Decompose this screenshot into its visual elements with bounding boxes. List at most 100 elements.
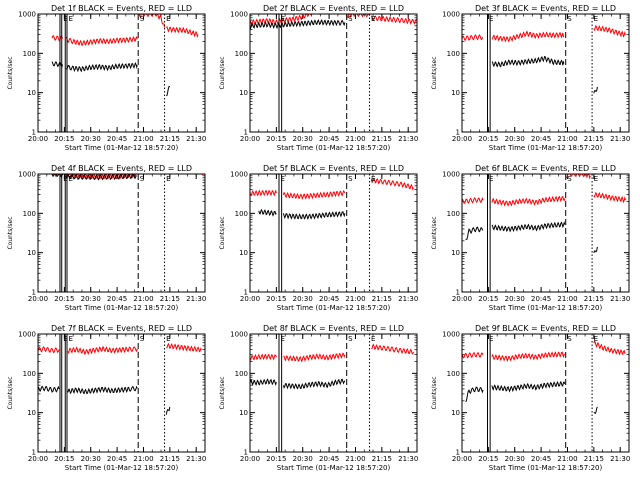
y-tick-label: 1 [32,129,36,137]
x-tick-label: 20:30 [505,455,525,463]
series-lld-line [370,15,417,25]
x-tick-label: 21:30 [610,455,630,463]
x-tick-label: 20:15 [266,135,286,143]
chart-panel-8: Det 8f BLACK = Events, RED = LLD Counts/s… [219,324,418,472]
series-lld-line [462,196,484,204]
chart-title: Det 8f BLACK = Events, RED = LLD [263,324,404,333]
x-tick-label: 20:00 [240,455,260,463]
y-tick-label: 100 [447,370,460,378]
x-tick-label: 20:30 [505,135,525,143]
x-tick-label: 21:30 [398,135,418,143]
series-lld-line [593,340,626,356]
series-lld-line [138,14,166,28]
x-tick-label: 21:15 [584,455,604,463]
plot-area [462,174,626,254]
series-lld-line [38,345,60,354]
series-lld-line [346,14,370,19]
x-tick-label: 20:30 [81,295,101,303]
series-lld-line [491,30,565,43]
x-axis-label: Start Time (01-Mar-12 18:57:20) [489,304,603,312]
x-tick-label: 20:45 [107,135,127,143]
x-tick-label: 20:30 [293,455,313,463]
x-tick-label: 20:00 [452,135,472,143]
series-lld-line [566,174,591,180]
marker-label: S [348,335,353,343]
y-tick-label: 10 [27,249,36,257]
x-tick-label: 20:00 [452,455,472,463]
series-lld-line [283,352,346,363]
y-tick-label: 10 [239,249,248,257]
series-events-line [593,246,598,254]
marker-label: E [594,15,598,23]
series-lld-line [250,189,277,197]
y-tick-label: 1000 [18,331,36,339]
chart-panel-3: Det 3f BLACK = Events, RED = LLD Counts/s… [431,4,630,152]
x-tick-label: 20:30 [293,135,313,143]
x-tick-label: 21:00 [345,135,365,143]
x-tick-label: 20:15 [54,455,74,463]
y-tick-label: 1000 [18,171,36,179]
x-tick-label: 21:30 [610,295,630,303]
series-lld-line [282,189,346,200]
chart-panel-5: Det 5f BLACK = Events, RED = LLD Counts/s… [219,164,418,312]
y-tick-label: 1 [456,289,460,297]
y-axis-label: Counts/sec [431,216,438,249]
marker-label: E [166,175,170,183]
marker-label: E [69,175,73,183]
chart-panel-1: Det 1f BLACK = Events, RED = LLD Counts/s… [7,4,206,152]
marker-label: S [567,335,572,343]
plot-area [462,24,626,94]
y-tick-label: 1 [32,289,36,297]
series-events-line [165,406,171,415]
marker-label: E [166,335,170,343]
series-events-line [65,174,137,181]
marker-label: S [140,175,145,183]
x-tick-label: 21:15 [372,455,392,463]
y-axis-label: Counts/sec [7,376,14,409]
x-tick-label: 20:45 [531,295,551,303]
axes-frame [249,13,418,133]
series-lld-line [250,353,277,361]
y-tick-label: 1 [244,289,248,297]
chart-panel-6: Det 6f BLACK = Events, RED = LLD Counts/s… [431,164,630,312]
x-tick-label: 21:00 [557,135,577,143]
x-axis-label: Start Time (01-Mar-12 18:57:20) [489,144,603,152]
chart-title: Det 7f BLACK = Events, RED = LLD [51,324,192,333]
y-tick-label: 1000 [442,171,460,179]
x-tick-label: 20:45 [107,455,127,463]
x-tick-label: 21:30 [186,295,206,303]
x-tick-label: 20:45 [319,295,339,303]
marker-label: E [489,335,493,343]
y-tick-label: 100 [447,210,460,218]
y-tick-label: 10 [239,89,248,97]
x-tick-label: 20:30 [293,295,313,303]
chart-panel-7: Det 7f BLACK = Events, RED = LLD Counts/s… [7,324,206,472]
axes-frame [461,173,630,293]
axes-frame [249,333,418,453]
plot-area [38,342,202,415]
marker-label: E [594,175,598,183]
x-axis-label: Start Time (01-Mar-12 18:57:20) [65,144,179,152]
marker-label: E [489,175,493,183]
plot-area [250,177,414,220]
series-events-line [258,208,277,217]
x-tick-label: 20:15 [478,135,498,143]
axes-frame [461,13,630,133]
axes-frame [37,13,206,133]
marker-label: S [140,335,145,343]
x-tick-label: 20:00 [240,295,260,303]
chart-title: Det 9f BLACK = Events, RED = LLD [475,324,616,333]
x-tick-label: 20:45 [319,455,339,463]
series-lld-line [250,14,345,26]
marker-label: E [69,15,73,23]
series-lld-line [65,36,138,46]
x-tick-label: 20:15 [266,295,286,303]
x-tick-label: 20:15 [266,455,286,463]
series-lld-line [371,343,414,355]
x-tick-label: 21:30 [186,455,206,463]
x-tick-label: 21:15 [160,295,180,303]
y-tick-label: 1000 [230,11,248,19]
x-tick-label: 21:00 [133,295,153,303]
axes-frame [37,333,206,453]
y-axis-label: Counts/sec [431,56,438,89]
